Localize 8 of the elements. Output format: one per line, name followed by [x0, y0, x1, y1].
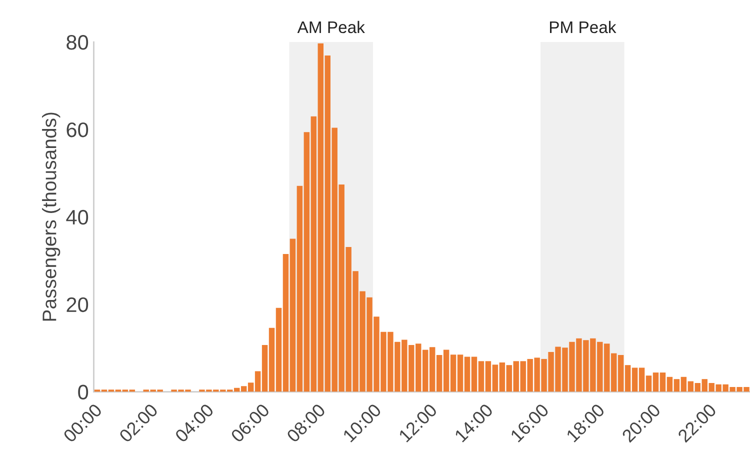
y-tick-label: 20	[66, 297, 88, 312]
y-tick-label: 0	[78, 384, 88, 400]
y-axis-title: Passengers (thousands)	[42, 112, 60, 321]
band-label: PM Peak	[550, 20, 616, 34]
y-tick-label: 60	[66, 122, 88, 138]
y-tick-label: 40	[66, 210, 88, 225]
y-tick-label: 80	[66, 35, 88, 50]
band-label: AM Peak	[297, 20, 365, 34]
